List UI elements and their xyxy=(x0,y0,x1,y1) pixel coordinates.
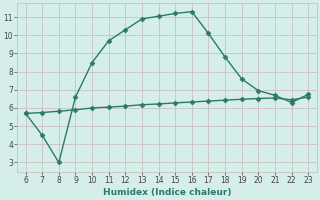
X-axis label: Humidex (Indice chaleur): Humidex (Indice chaleur) xyxy=(103,188,231,197)
